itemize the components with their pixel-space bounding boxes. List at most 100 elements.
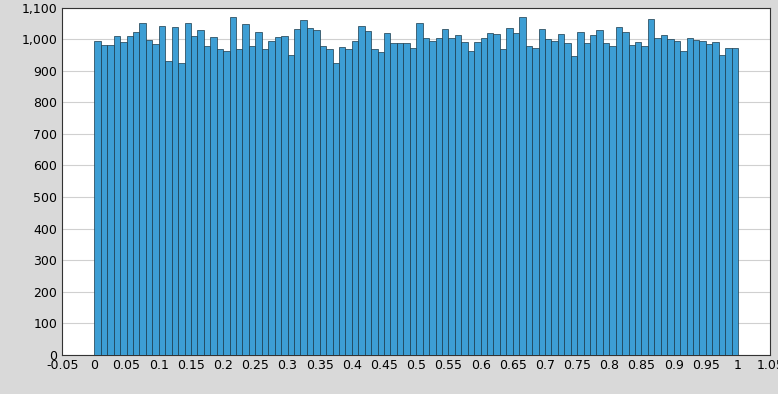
- Bar: [654, 39, 661, 355]
- Bar: [538, 29, 545, 355]
- Bar: [94, 41, 101, 355]
- Bar: [455, 35, 461, 355]
- Bar: [532, 48, 538, 355]
- Bar: [545, 39, 552, 355]
- Bar: [429, 41, 436, 355]
- Bar: [461, 42, 468, 355]
- Bar: [577, 32, 584, 355]
- Bar: [410, 48, 416, 355]
- Bar: [397, 43, 403, 355]
- Bar: [725, 48, 731, 355]
- Bar: [178, 63, 184, 355]
- Bar: [101, 45, 107, 355]
- Bar: [629, 45, 635, 355]
- Bar: [243, 24, 249, 355]
- Bar: [268, 41, 275, 355]
- Bar: [468, 51, 474, 355]
- Bar: [699, 41, 706, 355]
- Bar: [249, 46, 255, 355]
- Bar: [436, 38, 442, 355]
- Bar: [261, 48, 268, 355]
- Bar: [661, 35, 668, 355]
- Bar: [487, 33, 493, 355]
- Bar: [288, 55, 294, 355]
- Bar: [275, 37, 281, 355]
- Bar: [159, 26, 165, 355]
- Bar: [648, 19, 654, 355]
- Bar: [552, 41, 558, 355]
- Bar: [307, 28, 314, 355]
- Bar: [127, 36, 133, 355]
- Bar: [198, 30, 204, 355]
- Bar: [422, 37, 429, 355]
- Bar: [359, 26, 365, 355]
- Bar: [622, 32, 629, 355]
- Bar: [332, 63, 339, 355]
- Bar: [172, 27, 178, 355]
- Bar: [571, 56, 577, 355]
- Bar: [680, 51, 686, 355]
- Bar: [603, 43, 609, 355]
- Bar: [693, 40, 699, 355]
- Bar: [526, 46, 532, 355]
- Bar: [481, 39, 487, 355]
- Bar: [564, 43, 571, 355]
- Bar: [217, 49, 223, 355]
- Bar: [120, 42, 127, 355]
- Bar: [642, 46, 648, 355]
- Bar: [442, 29, 448, 355]
- Bar: [731, 48, 738, 355]
- Bar: [513, 33, 519, 355]
- Bar: [719, 55, 725, 355]
- Bar: [377, 52, 384, 355]
- Bar: [506, 28, 513, 355]
- Bar: [139, 23, 146, 355]
- Bar: [146, 40, 152, 355]
- Bar: [584, 43, 590, 355]
- Bar: [635, 42, 642, 355]
- Bar: [352, 41, 359, 355]
- Bar: [384, 33, 391, 355]
- Bar: [365, 31, 371, 355]
- Bar: [152, 45, 159, 355]
- Bar: [223, 51, 230, 355]
- Bar: [191, 36, 198, 355]
- Bar: [558, 34, 564, 355]
- Bar: [314, 30, 320, 355]
- Bar: [519, 17, 526, 355]
- Bar: [320, 46, 326, 355]
- Bar: [300, 20, 307, 355]
- Bar: [590, 35, 597, 355]
- Bar: [133, 32, 139, 355]
- Bar: [345, 49, 352, 355]
- Bar: [674, 41, 680, 355]
- Bar: [706, 44, 713, 355]
- Bar: [230, 17, 236, 355]
- Bar: [371, 49, 377, 355]
- Bar: [686, 38, 693, 355]
- Bar: [615, 27, 622, 355]
- Bar: [668, 39, 674, 355]
- Bar: [326, 49, 332, 355]
- Bar: [403, 43, 410, 355]
- Bar: [448, 37, 455, 355]
- Bar: [416, 23, 422, 355]
- Bar: [281, 35, 288, 355]
- Bar: [474, 42, 481, 355]
- Bar: [294, 29, 300, 355]
- Bar: [493, 34, 500, 355]
- Bar: [204, 46, 210, 355]
- Bar: [114, 36, 120, 355]
- Bar: [255, 32, 261, 355]
- Bar: [184, 23, 191, 355]
- Bar: [236, 49, 243, 355]
- Bar: [597, 30, 603, 355]
- Bar: [210, 37, 217, 355]
- Bar: [165, 61, 172, 355]
- Bar: [107, 45, 114, 355]
- Bar: [500, 50, 506, 355]
- Bar: [609, 46, 615, 355]
- Bar: [713, 42, 719, 355]
- Bar: [391, 43, 397, 355]
- Bar: [339, 46, 345, 355]
